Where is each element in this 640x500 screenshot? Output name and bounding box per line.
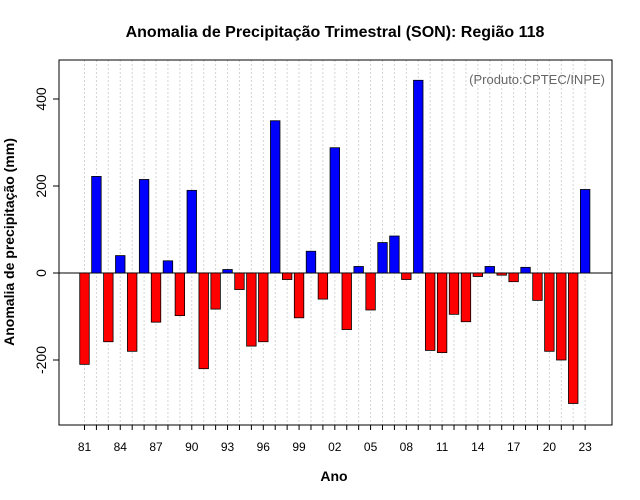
x-tick-label: 20 xyxy=(543,440,557,454)
bar-12 xyxy=(448,272,460,315)
grid-lines xyxy=(84,60,586,425)
bar-23 xyxy=(579,189,591,274)
bar-06 xyxy=(377,242,388,274)
bar-04 xyxy=(353,266,364,274)
x-tick-label: 17 xyxy=(507,440,521,454)
x-tick-label: 14 xyxy=(471,440,485,454)
bar-01 xyxy=(317,272,329,300)
bar-18 xyxy=(520,266,531,274)
y-tick-label: 400 xyxy=(33,87,49,111)
x-tick-label: 84 xyxy=(114,440,128,454)
bar-20 xyxy=(544,272,555,352)
bar-84 xyxy=(115,255,126,274)
bar-21 xyxy=(556,272,567,361)
x-axis: 81 84 87 90 93 96 99 02 05 08 11 14 17 20 23 xyxy=(78,425,592,454)
bar-22 xyxy=(568,272,579,404)
bar-94 xyxy=(234,272,245,290)
bar-90 xyxy=(186,189,197,274)
y-axis-label: Anomalia de precipitação (mm) xyxy=(1,138,17,346)
bar-83 xyxy=(103,272,114,343)
bar-02 xyxy=(329,147,340,274)
x-tick-label: 93 xyxy=(221,440,235,454)
bar-13 xyxy=(460,272,472,323)
x-tick-label: 08 xyxy=(400,440,414,454)
bars xyxy=(79,79,591,404)
bar-87 xyxy=(150,272,162,323)
y-tick-label: -200 xyxy=(33,346,49,374)
chart-title: Anomalia de Precipitação Trimestral (SON… xyxy=(126,24,545,41)
x-axis-label: Ano xyxy=(320,468,347,484)
bar-14 xyxy=(472,272,484,277)
x-tick-label: 96 xyxy=(257,440,271,454)
bar-95 xyxy=(246,272,257,347)
bar-19 xyxy=(532,272,543,301)
bar-93 xyxy=(222,269,233,274)
bar-07 xyxy=(389,235,400,274)
x-tick-label: 81 xyxy=(78,440,92,454)
y-tick-label: 200 xyxy=(33,174,49,198)
plot-frame xyxy=(58,59,613,426)
bar-81 xyxy=(79,272,90,365)
bar-85 xyxy=(127,272,138,352)
x-tick-label: 23 xyxy=(578,440,592,454)
bar-99 xyxy=(293,272,305,319)
bar-09 xyxy=(413,79,424,274)
bar-92 xyxy=(210,272,221,310)
x-tick-label: 87 xyxy=(149,440,163,454)
bar-05 xyxy=(365,272,376,311)
bar-89 xyxy=(174,272,186,317)
bar-96 xyxy=(258,272,269,343)
x-tick-label: 02 xyxy=(328,440,342,454)
product-credit: (Produto:CPTEC/INPE) xyxy=(469,72,605,87)
x-tick-label: 05 xyxy=(364,440,378,454)
bar-00 xyxy=(305,250,317,274)
bar-97 xyxy=(270,120,281,274)
bar-17 xyxy=(508,272,519,283)
bar-86 xyxy=(138,179,150,274)
x-tick-label: 11 xyxy=(436,440,449,454)
y-axis: -200 0 200 400 xyxy=(33,87,59,374)
bar-98 xyxy=(281,272,293,280)
bar-03 xyxy=(341,272,352,330)
bar-10 xyxy=(425,272,436,351)
bar-82 xyxy=(91,176,102,274)
bar-08 xyxy=(401,272,412,280)
bar-15 xyxy=(484,266,495,274)
y-tick-label: 0 xyxy=(33,269,49,277)
x-tick-label: 99 xyxy=(292,440,306,454)
bar-88 xyxy=(162,260,174,274)
bar-91 xyxy=(198,272,209,370)
x-tick-label: 90 xyxy=(185,440,199,454)
bar-16 xyxy=(496,272,507,276)
bar-11 xyxy=(436,272,448,354)
